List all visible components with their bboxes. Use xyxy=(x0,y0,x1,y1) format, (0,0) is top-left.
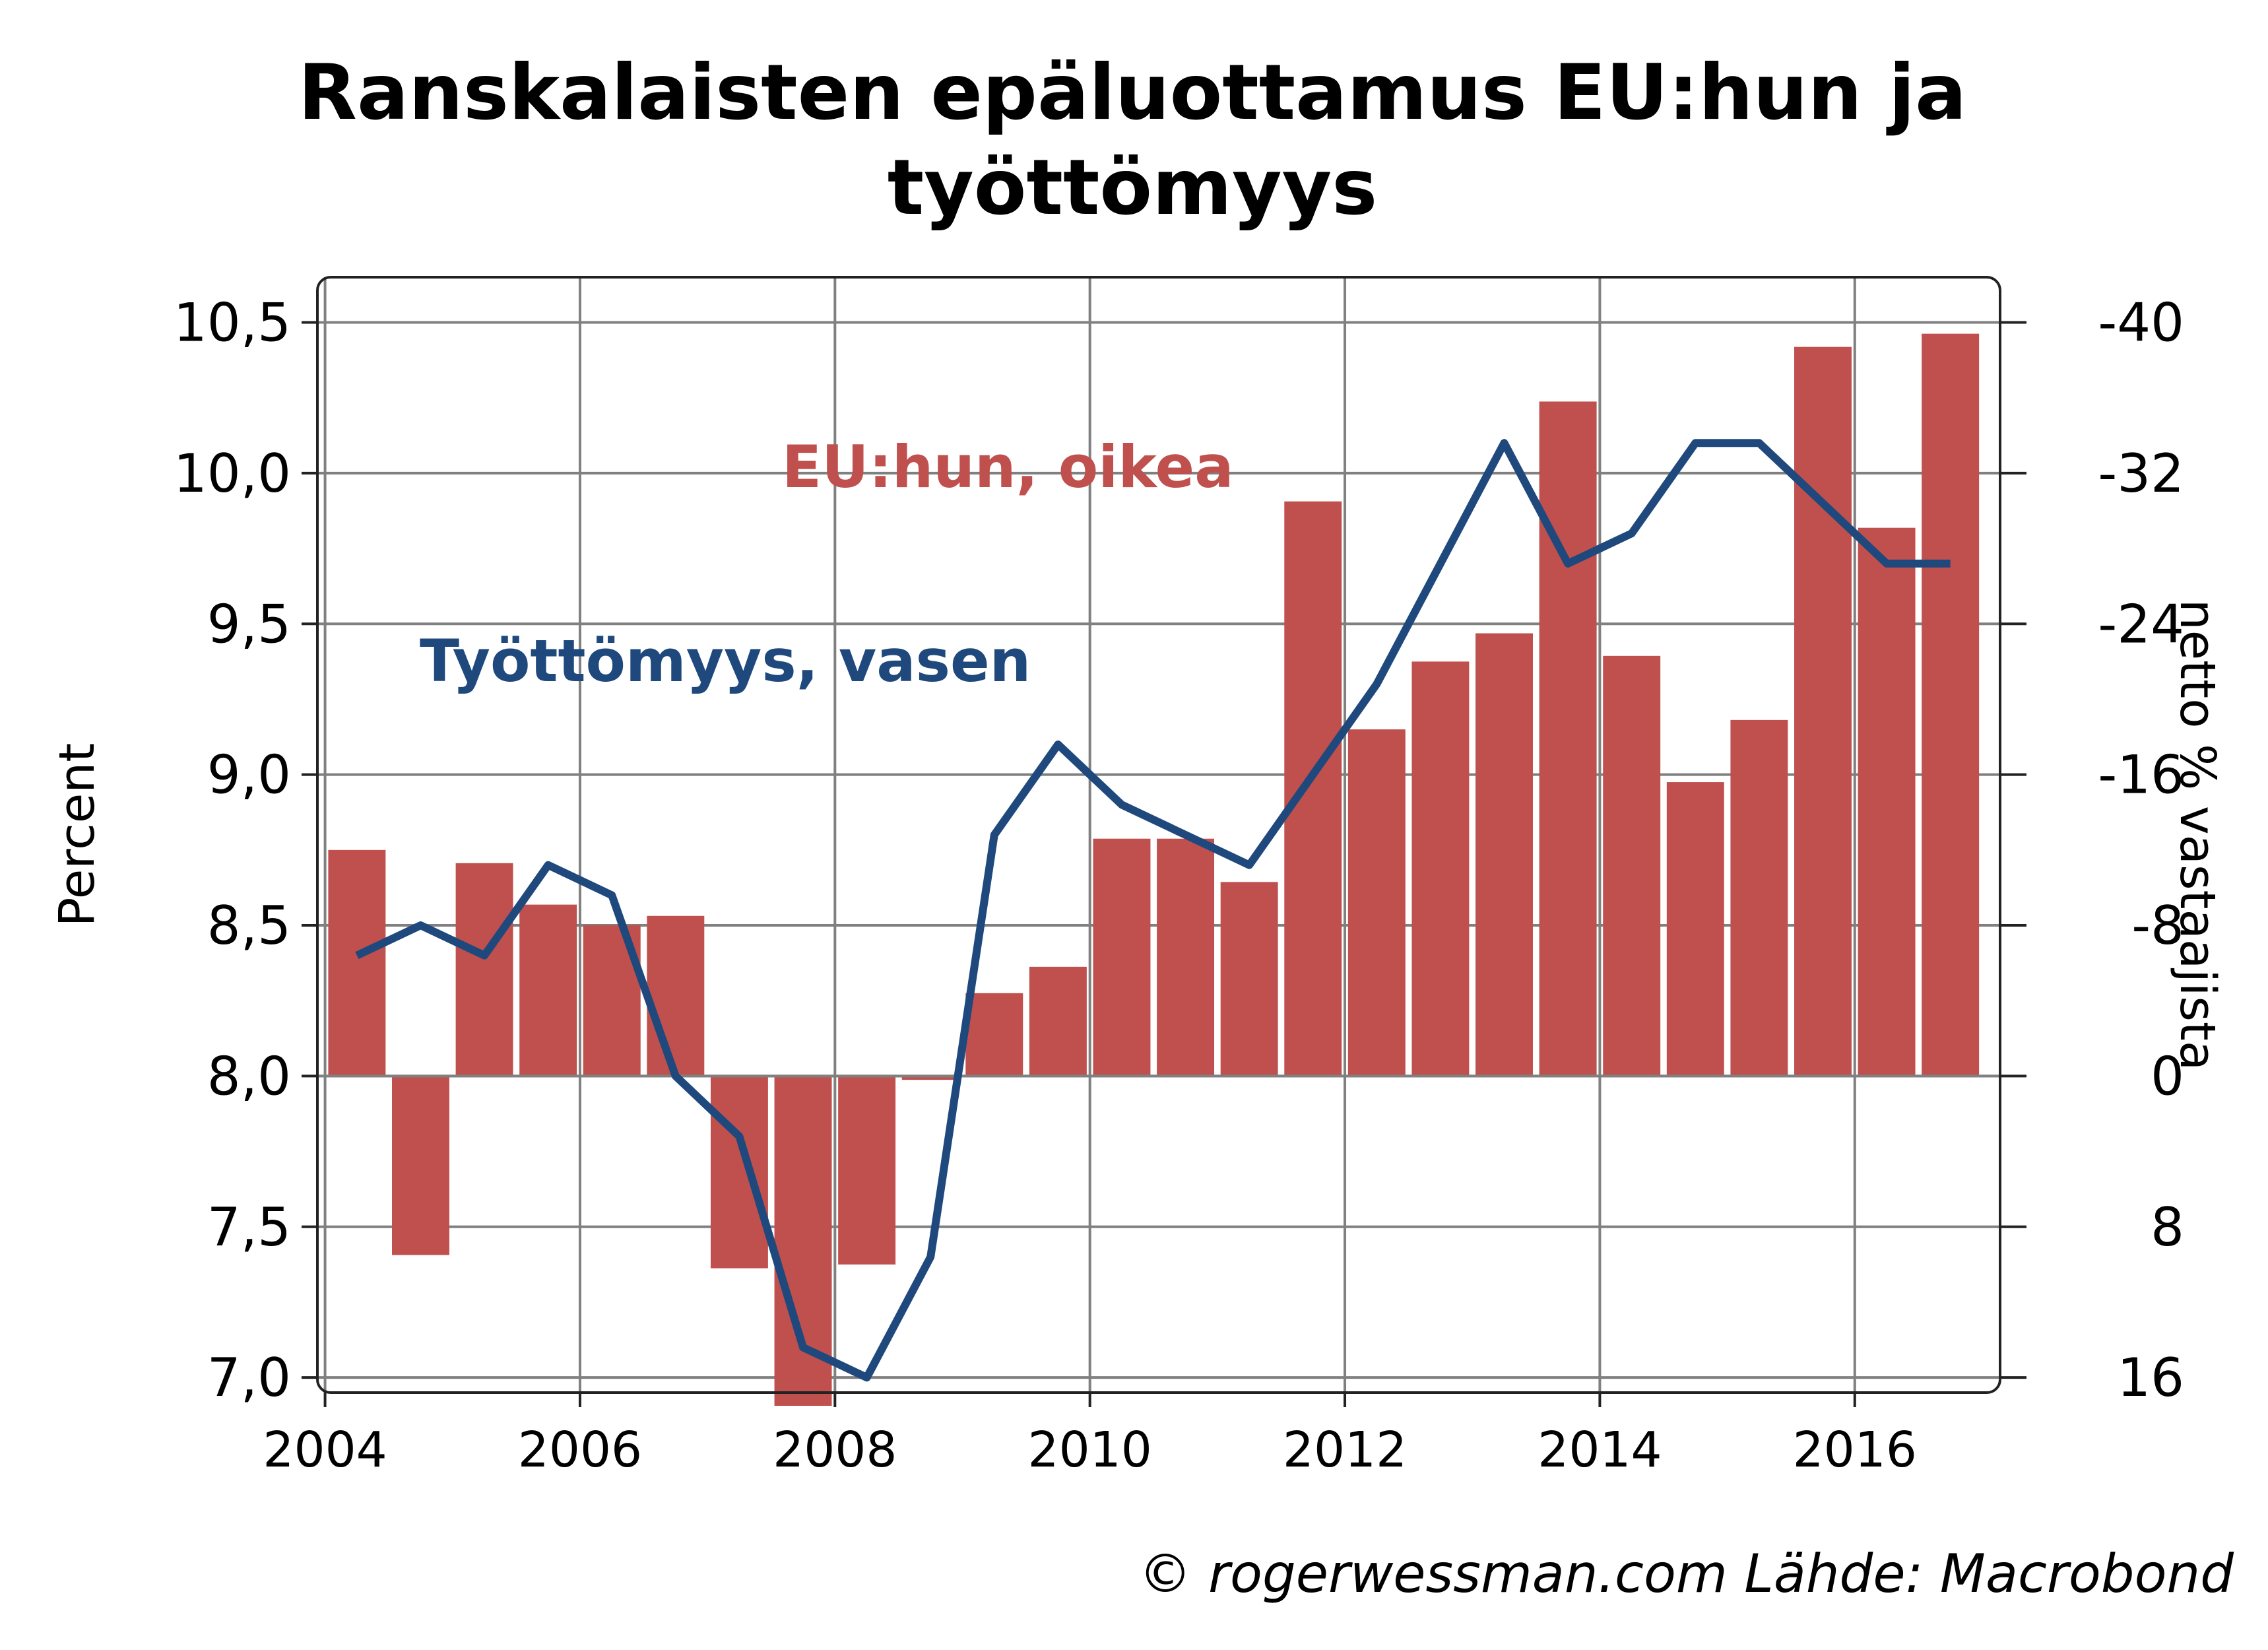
x-tick-label: 2012 xyxy=(1283,1422,1407,1478)
line-series xyxy=(355,439,1951,1382)
left-tick-label: 7,5 xyxy=(207,1197,291,1258)
bar xyxy=(965,993,1023,1076)
right-axis-label: netto % vastaajista xyxy=(2169,599,2226,1071)
tick-layer: 2004 2006 2008 2010 2012 2014 2016 7,0 7,5 8,0 8,5… xyxy=(174,292,2184,1478)
bar xyxy=(455,863,513,1076)
bar xyxy=(1539,401,1597,1076)
bar xyxy=(1603,655,1661,1076)
right-tick-label: -24 xyxy=(2098,593,2184,655)
left-tick-label: 8,0 xyxy=(207,1045,291,1107)
chart-title-line-2: työttömyys xyxy=(888,143,1378,232)
bar xyxy=(1922,333,1980,1076)
x-tick-label: 2010 xyxy=(1028,1422,1152,1478)
right-tick-label: 8 xyxy=(2151,1197,2184,1258)
right-tick-label: 16 xyxy=(2117,1347,2184,1408)
bar xyxy=(392,1076,449,1255)
bar xyxy=(1093,838,1151,1076)
bar xyxy=(1220,882,1278,1076)
left-axis-label: Percent xyxy=(49,743,106,927)
x-tick-label: 2004 xyxy=(263,1422,387,1478)
bar xyxy=(901,1076,959,1080)
bar xyxy=(1029,966,1087,1076)
bar xyxy=(1284,501,1342,1076)
x-tick-label: 2014 xyxy=(1538,1422,1662,1478)
bar xyxy=(710,1076,768,1269)
left-tick-label: 9,5 xyxy=(207,593,291,655)
left-tick-label: 7,0 xyxy=(207,1347,291,1408)
right-tick-label: 0 xyxy=(2151,1045,2184,1107)
left-tick-label: 8,5 xyxy=(207,895,291,956)
left-tick-label: 10,0 xyxy=(174,443,291,504)
right-tick-label: -16 xyxy=(2098,744,2184,806)
bar xyxy=(1794,346,1852,1076)
right-tick-label: -32 xyxy=(2098,443,2184,504)
bar-series-label: EU:hun, oikea xyxy=(782,433,1234,501)
bar xyxy=(1666,782,1724,1076)
bar xyxy=(1475,633,1533,1076)
bar xyxy=(1157,838,1215,1076)
left-tick-label: 10,5 xyxy=(174,292,291,354)
source-credit: © rogerwessman.com Lähde: Macrobond xyxy=(1139,1543,2235,1604)
bar xyxy=(1347,729,1406,1076)
x-tick-label: 2008 xyxy=(773,1422,897,1478)
x-tick-label: 2016 xyxy=(1793,1422,1917,1478)
line-series-label: Työttömyys, vasen xyxy=(420,627,1031,695)
bar xyxy=(647,915,705,1076)
x-tick-label: 2006 xyxy=(518,1422,642,1478)
plot-frame xyxy=(316,276,2001,1394)
bar xyxy=(1858,527,1916,1076)
chart-title-line-1: Ranskalaisten epäluottamus EU:hun ja xyxy=(298,48,1967,137)
bar xyxy=(838,1076,896,1265)
right-tick-label: -8 xyxy=(2131,895,2184,956)
bar xyxy=(1411,661,1470,1076)
right-tick-label: -40 xyxy=(2098,292,2184,354)
bar xyxy=(1730,719,1788,1076)
bar xyxy=(328,849,386,1076)
left-tick-label: 9,0 xyxy=(207,744,291,806)
bar xyxy=(519,904,577,1076)
